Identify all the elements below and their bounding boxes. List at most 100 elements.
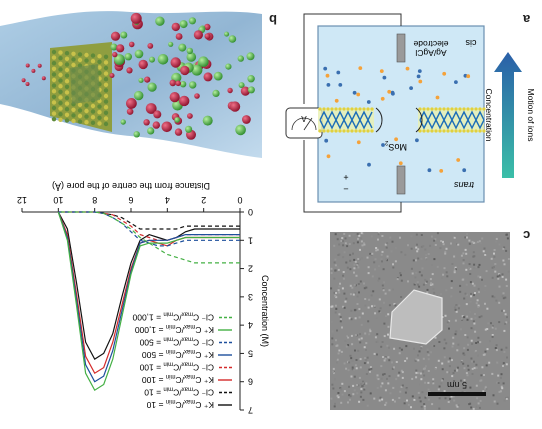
legend-value: = 500 [139,338,163,348]
tem-texture [476,405,479,408]
tem-texture [502,362,505,365]
tem-texture [377,378,380,381]
lattice-atom [58,112,63,117]
tem-texture [437,359,440,362]
tem-texture [503,246,506,249]
tem-texture [505,249,508,252]
chloride-ion [110,31,121,41]
anion-dot [417,69,422,73]
legend-value: = 100 [142,375,166,385]
tem-texture [422,370,425,373]
series-line-7 [58,211,240,264]
sulfur-atom [330,129,334,133]
lattice-atom [58,72,63,78]
tem-texture [332,334,335,337]
tem-texture [473,294,475,297]
tem-texture [458,304,461,307]
tem-texture [372,290,375,293]
tem-texture [382,301,385,304]
tem-texture [504,313,507,316]
tem-texture [351,366,354,369]
cation-dot [394,137,398,142]
tem-texture [333,261,336,264]
tem-texture [370,294,373,297]
tem-texture [433,239,436,242]
tem-texture [391,361,393,364]
tem-texture [332,372,335,375]
tem-texture [415,271,418,274]
lattice-atom [58,50,63,55]
tem-texture [382,373,385,376]
tem-texture [376,340,379,343]
legend-slash: /C [173,338,182,348]
sulfur-atom [334,107,338,111]
legend-value: = 1,000 [132,313,163,323]
tem-texture [370,290,373,293]
tem-texture [358,400,361,403]
tem-texture [495,344,498,347]
tem-texture [432,287,435,290]
tem-texture [507,258,510,260]
cation-dot [398,161,403,166]
tem-texture [336,358,339,361]
tem-texture [333,244,336,247]
ammeter-icon [285,107,323,139]
tem-texture [452,395,455,398]
tem-texture [420,245,423,248]
lattice-atom [51,94,57,100]
tem-texture [353,369,356,372]
tem-texture [378,277,381,280]
tem-texture [338,313,341,316]
x-axis-label: Distance from the centre of the pore (Å) [52,181,210,191]
tem-texture [417,359,420,362]
tem-texture [456,367,459,370]
tem-texture [446,323,449,326]
tem-texture [453,236,456,239]
tem-texture [467,343,470,346]
tem-texture [349,259,352,262]
tem-texture [349,395,352,398]
tem-texture [420,407,423,410]
lattice-atom [71,113,76,118]
lattice-atom [58,100,63,106]
chloride-ion [112,51,118,58]
legend-value: = 10 [146,400,165,410]
tem-texture [471,240,474,243]
tem-texture [473,284,476,287]
tem-texture [405,387,408,389]
tem-texture [340,353,343,356]
tem-texture [463,347,466,350]
chloride-ion [125,98,137,109]
sulfur-atom [358,107,362,111]
tem-texture [479,276,482,279]
tem-texture [365,382,368,385]
tem-texture [354,364,357,367]
tem-texture [456,349,459,352]
chloride-ion [180,65,190,76]
tem-texture [387,325,390,328]
tem-texture [477,336,480,339]
lattice-atom [103,116,109,121]
sulfur-atom [442,107,446,111]
tem-texture [373,352,376,355]
tem-texture [358,338,361,341]
tem-texture [360,391,363,394]
tem-texture [339,316,342,319]
chloride-ion [169,79,177,87]
lattice-atom [90,59,96,64]
lattice-atom [58,89,63,95]
cation-dot [334,98,339,103]
concentration-arrow-icon [494,52,522,178]
tem-texture [355,367,358,370]
chloride-ion [144,76,151,83]
tem-texture [488,361,491,364]
tem-texture [391,367,394,370]
legend-sub: max [182,361,193,367]
legend-c: C [195,350,201,360]
tem-texture [386,344,389,347]
legend-ion: K⁺ [201,400,214,410]
tem-texture [366,356,369,359]
legend-slash: /C [175,400,184,410]
lattice-atom [90,53,96,58]
tem-texture [339,387,342,389]
